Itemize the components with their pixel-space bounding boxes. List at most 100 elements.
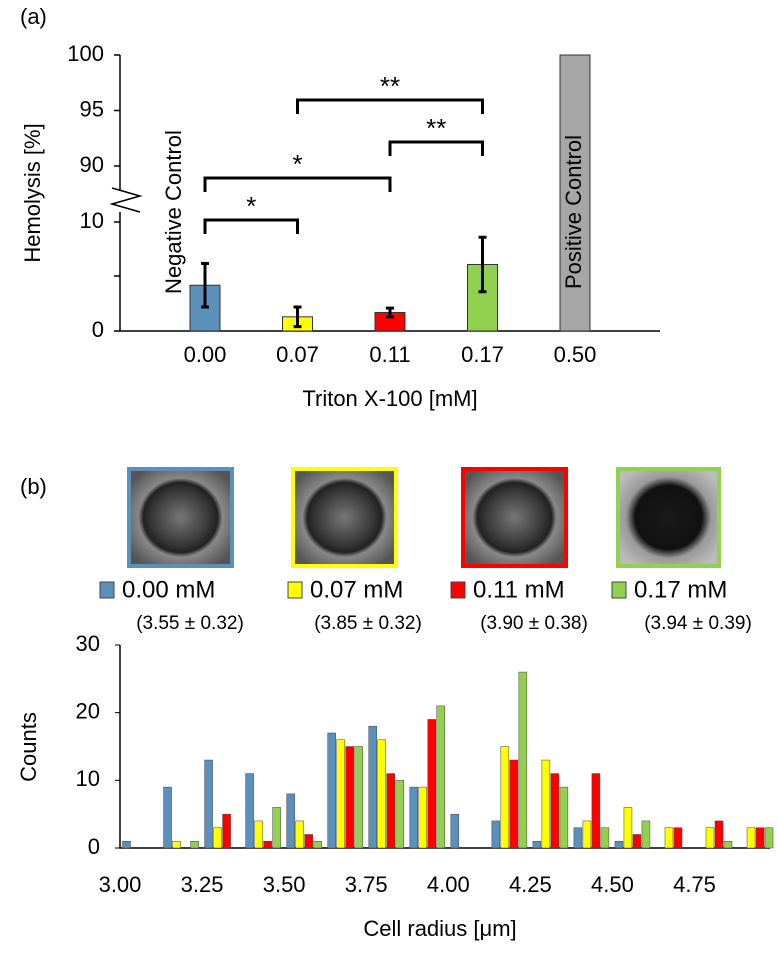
cell-image	[291, 467, 398, 568]
legend-swatch	[450, 581, 466, 599]
significance-label: **	[426, 113, 446, 143]
y-axis-label: Hemolysis [%]	[20, 123, 45, 262]
legend-note: (3.94 ± 0.39)	[644, 613, 752, 634]
bar	[345, 746, 354, 849]
bar	[409, 786, 419, 849]
bar	[304, 834, 313, 849]
annotation: Negative Control	[161, 130, 186, 294]
bar	[213, 827, 222, 849]
bar	[222, 813, 231, 849]
x-tick-label: 0.07	[276, 342, 319, 367]
significance-bracket	[203, 176, 392, 192]
bar	[614, 840, 624, 849]
y-tick-label: 20	[76, 698, 100, 723]
bar	[245, 773, 254, 849]
legend-label: 0.07 mM	[310, 576, 403, 603]
bar	[573, 827, 583, 849]
bar	[632, 834, 642, 849]
legend-swatch	[287, 581, 303, 599]
bar	[559, 54, 591, 332]
significance-bracket	[388, 140, 484, 156]
y-tick-label: 0	[92, 317, 104, 342]
x-tick-label: 4.50	[591, 872, 634, 897]
x-tick-label: 3.00	[99, 872, 142, 897]
bar	[746, 827, 756, 849]
bar	[386, 773, 395, 849]
bar	[204, 759, 213, 849]
bar	[286, 793, 295, 849]
bar	[491, 820, 501, 849]
bar	[723, 840, 733, 849]
y-tick-label: 10	[80, 208, 104, 233]
bar	[450, 813, 460, 849]
bar	[509, 759, 519, 849]
significance-label: *	[292, 149, 302, 179]
bar	[418, 786, 428, 849]
bar	[764, 827, 774, 849]
significance-bracket	[203, 218, 299, 234]
bar	[518, 671, 528, 849]
x-tick-label: 3.50	[263, 872, 306, 897]
bar	[500, 746, 510, 849]
x-tick-label: 0.50	[554, 342, 597, 367]
bar	[395, 780, 404, 849]
x-tick-label: 4.25	[509, 872, 552, 897]
legend-swatch	[611, 581, 627, 599]
bar	[172, 840, 181, 849]
bar	[541, 759, 551, 849]
bar	[163, 786, 172, 849]
bar	[705, 827, 715, 849]
legend-label: 0.11 mM	[473, 576, 565, 603]
bar	[591, 773, 601, 849]
cell-image	[461, 467, 568, 568]
legend-label: 0.00 mM	[122, 576, 215, 603]
bar	[714, 820, 724, 849]
bar	[436, 705, 446, 849]
bar	[377, 739, 386, 849]
bar	[427, 719, 437, 849]
panel-label: (b)	[20, 474, 47, 499]
y-tick-label: 90	[80, 152, 104, 177]
bar	[254, 820, 263, 849]
x-tick-label: 3.25	[181, 872, 224, 897]
bar	[122, 840, 131, 849]
bar	[559, 786, 569, 849]
bar	[368, 725, 377, 849]
significance-bracket	[296, 98, 484, 114]
x-tick-label: 0.00	[184, 342, 227, 367]
bar	[600, 827, 610, 849]
x-axis-label: Cell radius [μm]	[363, 916, 516, 941]
panel-label: (a)	[20, 4, 47, 29]
axis-break	[109, 187, 143, 213]
significance-label: **	[380, 71, 400, 101]
y-axis-label: Counts	[16, 712, 41, 782]
bar	[313, 840, 322, 849]
cell-image	[616, 467, 721, 568]
y-tick-label: 30	[76, 631, 100, 656]
bar	[336, 739, 345, 849]
bar	[532, 840, 542, 849]
y-tick-label: 95	[80, 96, 104, 121]
bar	[664, 827, 674, 849]
x-tick-label: 0.17	[461, 342, 504, 367]
x-tick-label: 4.00	[427, 872, 470, 897]
legend-swatch	[99, 581, 115, 599]
bar	[190, 840, 199, 849]
bar	[582, 820, 592, 849]
legend-note: (3.55 ± 0.32)	[136, 613, 244, 634]
y-tick-label: 0	[88, 834, 100, 859]
significance-label: *	[246, 191, 256, 221]
bar	[673, 827, 683, 849]
bar	[327, 732, 336, 849]
bar	[550, 773, 560, 849]
annotation: Positive Control	[561, 135, 586, 289]
bar	[623, 807, 633, 849]
bar	[755, 827, 765, 849]
bar	[354, 746, 363, 849]
x-tick-label: 4.75	[673, 872, 716, 897]
y-tick-label: 100	[67, 41, 104, 66]
y-tick-label: 10	[76, 766, 100, 791]
cell-image	[127, 467, 234, 568]
bar	[263, 840, 272, 849]
